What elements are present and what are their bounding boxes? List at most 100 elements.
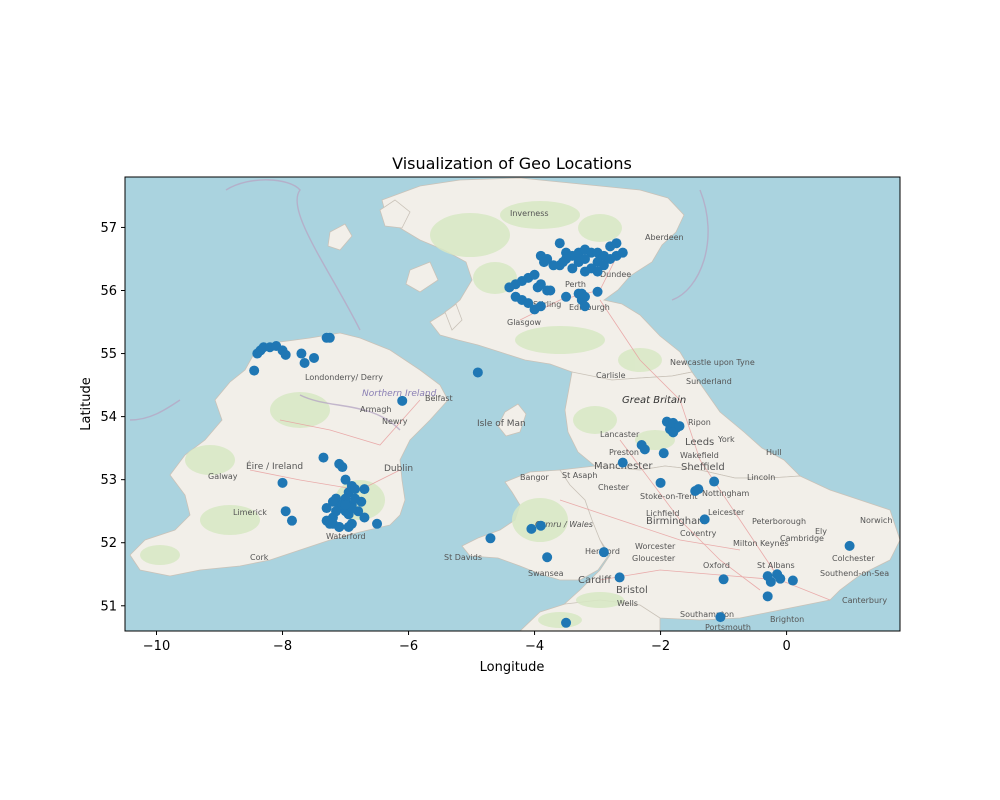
map-label: Newcastle upon Tyne xyxy=(670,358,755,367)
land-england-south xyxy=(524,465,900,631)
scatter-point xyxy=(485,533,496,544)
map-label: Limerick xyxy=(233,508,267,517)
scatter-point xyxy=(787,575,798,586)
scatter-point xyxy=(614,572,625,583)
map-label: Gloucester xyxy=(632,554,676,563)
scatter-point xyxy=(277,477,288,488)
scatter-point xyxy=(617,457,628,468)
scatter-point xyxy=(359,484,370,495)
scatter-point xyxy=(343,521,354,532)
scatter-point xyxy=(674,421,685,432)
land-isle-of-man xyxy=(497,403,527,437)
map-label: Norwich xyxy=(860,516,892,525)
map-label: Sunderland xyxy=(686,377,732,386)
map-label: Brighton xyxy=(770,615,804,624)
map-label: York xyxy=(717,435,735,444)
scatter-point xyxy=(280,349,291,360)
map-label: Chester xyxy=(598,483,630,492)
map-label: Newry xyxy=(382,417,408,426)
map-label: Belfast xyxy=(425,394,453,403)
scatter-point xyxy=(605,253,616,264)
basemap: Inverness Aberdeen Dundee Perth Stirling… xyxy=(125,177,900,632)
scatter-point xyxy=(539,257,550,268)
roads xyxy=(249,249,831,601)
scatter-point xyxy=(397,395,408,406)
scatter-point xyxy=(340,499,351,510)
map-label: Milton Keynes xyxy=(733,539,789,548)
scatter-point xyxy=(327,496,338,507)
map-label: Oxford xyxy=(703,561,730,570)
map-label: Birmingham xyxy=(646,516,707,527)
scatter-point xyxy=(548,260,559,271)
scatter-point xyxy=(359,512,370,523)
map-label: Glasgow xyxy=(507,318,541,327)
map-label: Perth xyxy=(565,280,586,289)
scatter-point xyxy=(334,521,345,532)
map-label: Lichfield xyxy=(646,509,679,518)
scatter-point xyxy=(561,291,572,302)
scatter-point xyxy=(709,476,720,487)
scatter-point xyxy=(472,367,483,378)
scatter-point xyxy=(598,260,609,271)
map-label: Portsmouth xyxy=(705,623,751,632)
map-label: Ripon xyxy=(688,418,711,427)
scatter-point xyxy=(349,484,360,495)
map-label: Southend-on-Sea xyxy=(820,569,889,578)
map-label: Cymru / Wales xyxy=(535,520,593,529)
scatter-point xyxy=(557,257,568,268)
x-tick-label: −8 xyxy=(273,639,292,654)
map-label: Armagh xyxy=(360,405,391,414)
map-label: St Davids xyxy=(444,553,482,562)
scatter-point xyxy=(765,576,776,587)
scatter-point xyxy=(249,365,260,376)
map-label: Ely xyxy=(815,527,827,536)
land-islands xyxy=(327,199,463,331)
scatter-point xyxy=(718,574,729,585)
x-tick-label: −6 xyxy=(399,639,418,654)
map-label: Galway xyxy=(208,472,238,481)
x-tick-label: −4 xyxy=(525,639,544,654)
scatter-point xyxy=(592,286,603,297)
plot-frame xyxy=(124,176,901,632)
scatter-point xyxy=(554,238,565,249)
map-label: Sheffield xyxy=(681,462,725,473)
scatter-point xyxy=(331,506,342,517)
scatter-point xyxy=(844,540,855,551)
scatter-point xyxy=(639,444,650,455)
map-label: Southampton xyxy=(680,610,734,619)
x-tick-label: −2 xyxy=(651,639,670,654)
map-label: Bristol xyxy=(616,585,648,596)
y-tick-label: 56 xyxy=(100,284,117,299)
scatter-point xyxy=(598,547,609,558)
scatter-point xyxy=(296,348,307,359)
scatter-point xyxy=(523,298,534,309)
x-axis: −10 −8 −6 −4 −2 0 xyxy=(143,631,791,654)
map-label: St Albans xyxy=(757,561,795,570)
y-tick-label: 54 xyxy=(100,410,117,425)
map-label: Wells xyxy=(617,599,638,608)
scatter-point xyxy=(699,514,710,525)
scatter-point xyxy=(504,282,515,293)
map-label: Cork xyxy=(250,553,269,562)
map-label: Preston xyxy=(609,448,639,457)
scatter-point xyxy=(775,573,786,584)
map-label: Canterbury xyxy=(842,596,887,605)
map-label: Swansea xyxy=(528,569,564,578)
scatter-point xyxy=(349,493,360,504)
scatter-point xyxy=(532,282,543,293)
x-axis-label: Longitude xyxy=(480,660,545,675)
map-label: Inverness xyxy=(510,209,549,218)
scatter-point xyxy=(526,523,537,534)
map-label: Great Britain xyxy=(622,395,686,406)
scatter-points xyxy=(249,238,855,628)
y-tick-label: 52 xyxy=(100,536,117,551)
scatter-point xyxy=(715,612,726,623)
map-label: Wakefield xyxy=(680,451,719,460)
y-tick-label: 55 xyxy=(100,347,117,362)
scatter-point xyxy=(529,269,540,280)
scatter-point xyxy=(579,253,590,264)
map-label: Cardiff xyxy=(578,575,612,586)
scatter-point xyxy=(318,452,329,463)
map-label: Isle of Man xyxy=(477,419,526,429)
